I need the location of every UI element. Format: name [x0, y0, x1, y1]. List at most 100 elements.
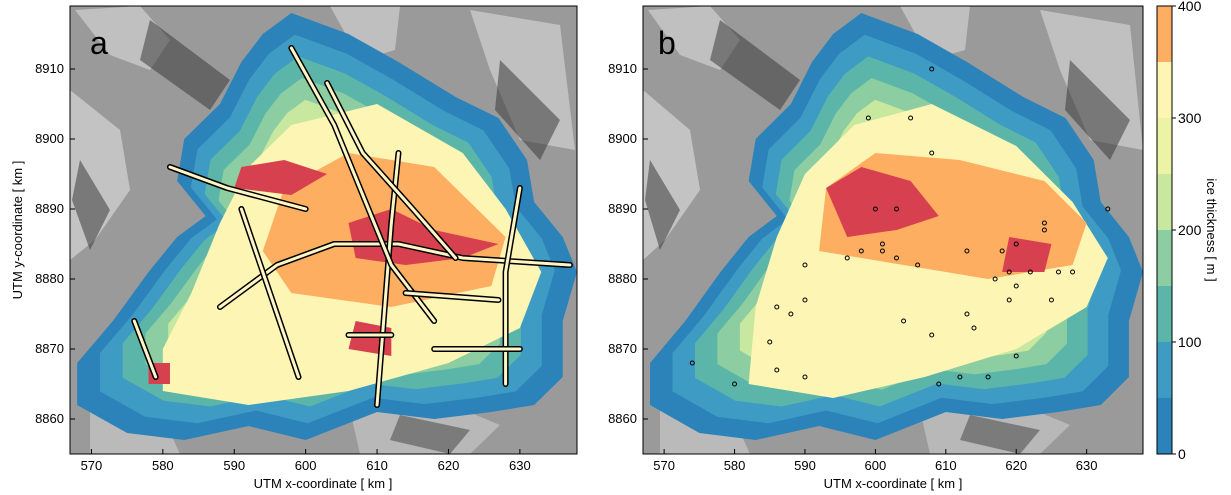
measurement-point — [879, 248, 885, 254]
x-tick-label: 600 — [865, 458, 887, 473]
terrain-ridge — [330, 6, 400, 60]
track-line — [239, 207, 301, 379]
y-tick-label: 8900 — [608, 131, 637, 146]
terrain-shadow — [710, 20, 800, 110]
measurement-point — [901, 318, 907, 324]
measurement-point — [1105, 206, 1111, 212]
colorbar-levels — [1157, 6, 1172, 454]
colorbar-tick-label: 200 — [1178, 222, 1202, 238]
terrain-shadow — [1065, 60, 1130, 160]
measurement-point — [872, 206, 878, 212]
measurement-point — [879, 241, 885, 247]
colorbar-level-250 — [1157, 118, 1172, 174]
panel-b-x-axis-label: UTM x-coordinate [ km ] — [824, 476, 963, 491]
measurement-point — [992, 276, 998, 282]
y-tick-label: 8860 — [608, 411, 637, 426]
x-tick-label: 620 — [1005, 458, 1027, 473]
colorbar-level-200 — [1157, 174, 1172, 230]
terrain-shadow — [960, 415, 1040, 454]
colorbar-label: ice thickness [ m ] — [1204, 178, 1219, 281]
measurement-point — [802, 297, 808, 303]
track-line — [168, 165, 308, 211]
measurement-point — [971, 325, 977, 331]
x-tick-label: 630 — [509, 458, 531, 473]
x-tick-label: 610 — [935, 458, 957, 473]
colorbar-ticks: 0 100 200 300 400 — [1172, 0, 1202, 462]
y-tick-label: 8880 — [35, 271, 64, 286]
measurement-point — [894, 255, 900, 261]
measurement-point — [1013, 353, 1019, 359]
measurement-point — [802, 262, 808, 268]
y-tick-label: 8910 — [35, 61, 64, 76]
panel-b: 570 580 590 600 610 620 630 8860 8870 8880 8890 89… — [608, 5, 1144, 491]
ice-thickness-zone-400 — [234, 160, 328, 195]
measurement-point — [964, 311, 970, 317]
x-tick-label: 590 — [223, 458, 245, 473]
terrain-shadow — [495, 60, 560, 160]
x-tick-label: 570 — [81, 458, 103, 473]
measurement-point — [865, 115, 871, 121]
measurement-point — [774, 304, 780, 310]
x-tick-label: 580 — [152, 458, 174, 473]
panel-b-measurement-points — [689, 66, 1111, 387]
colorbar-level-0 — [1157, 398, 1172, 454]
measurement-point — [957, 374, 963, 380]
measurement-point — [732, 381, 738, 387]
measurement-point — [929, 332, 935, 338]
x-tick-label: 630 — [1076, 458, 1098, 473]
y-tick-label: 8870 — [35, 341, 64, 356]
measurement-point — [1013, 283, 1019, 289]
track-line — [289, 46, 436, 323]
measurement-point — [767, 339, 773, 345]
colorbar-level-100 — [1157, 286, 1172, 342]
colorbar-level-50 — [1157, 342, 1172, 398]
measurement-point — [1006, 297, 1012, 303]
y-tick-label: 8910 — [608, 61, 637, 76]
y-tick-label: 8890 — [608, 201, 637, 216]
y-tick-label: 8900 — [35, 131, 64, 146]
colorbar-tick-label: 100 — [1178, 334, 1202, 350]
y-tick-label: 8860 — [35, 411, 64, 426]
terrain-shadow — [72, 160, 110, 250]
measurement-point — [929, 66, 935, 72]
track-line — [325, 81, 458, 260]
measurement-point — [1070, 269, 1076, 275]
panel-b-y-ticks: 8860 8870 8880 8890 8900 8910 — [608, 61, 648, 426]
colorbar-tick-label: 400 — [1178, 0, 1202, 14]
track-line — [132, 319, 158, 379]
measurement-point — [1055, 269, 1061, 275]
panel-a-frame — [69, 5, 578, 455]
measurement-point — [844, 255, 850, 261]
track-line — [218, 242, 572, 309]
measurement-point — [929, 150, 935, 156]
measurement-point — [1006, 269, 1012, 275]
y-tick-label: 8880 — [608, 271, 637, 286]
panel-a-x-ticks: 570 580 590 600 610 620 630 — [81, 449, 531, 473]
measurement-point — [774, 367, 780, 373]
colorbar-tick-label: 300 — [1178, 110, 1202, 126]
colorbar-level-150 — [1157, 230, 1172, 286]
panel-b-terrain — [643, 6, 1143, 454]
y-tick-label: 8870 — [608, 341, 637, 356]
measurement-point — [1027, 269, 1033, 275]
measurement-point — [1013, 241, 1019, 247]
track-line — [404, 291, 500, 302]
panel-a: 570 580 590 600 610 620 630 8860 8870 8880 8890 89… — [10, 5, 578, 491]
x-tick-label: 620 — [438, 458, 460, 473]
measurement-point — [1041, 220, 1047, 226]
measurement-point — [1041, 227, 1047, 233]
panel-a-y-axis-label: UTM y-coordinate [ km ] — [10, 161, 25, 300]
x-tick-label: 590 — [794, 458, 816, 473]
panel-b-ice-thickness — [650, 13, 1143, 440]
terrain-ridge — [900, 6, 970, 60]
x-tick-label: 580 — [724, 458, 746, 473]
measurement-point — [894, 206, 900, 212]
x-tick-label: 600 — [295, 458, 317, 473]
measurement-point — [964, 248, 970, 254]
measurement-point — [985, 374, 991, 380]
panel-b-x-ticks: 570 580 590 600 610 620 630 — [653, 449, 1098, 473]
y-tick-label: 8890 — [35, 201, 64, 216]
measurement-point — [1048, 297, 1054, 303]
measurement-point — [802, 374, 808, 380]
